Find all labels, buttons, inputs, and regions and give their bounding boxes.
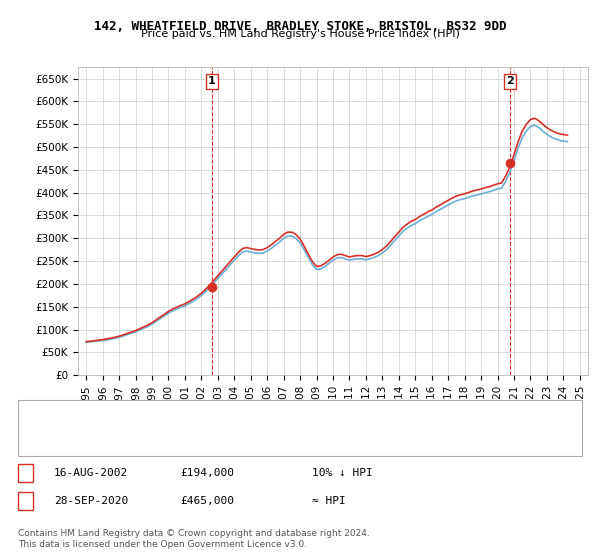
Text: HPI: Average price, detached house, South Gloucestershire: HPI: Average price, detached house, Sout… xyxy=(66,437,401,447)
Text: £194,000: £194,000 xyxy=(180,468,234,478)
Text: Contains HM Land Registry data © Crown copyright and database right 2024.
This d: Contains HM Land Registry data © Crown c… xyxy=(18,529,370,549)
Text: £465,000: £465,000 xyxy=(180,496,234,506)
Text: 16-AUG-2002: 16-AUG-2002 xyxy=(54,468,128,478)
Text: 2: 2 xyxy=(506,76,514,86)
Text: 10% ↓ HPI: 10% ↓ HPI xyxy=(312,468,373,478)
Text: Price paid vs. HM Land Registry's House Price Index (HPI): Price paid vs. HM Land Registry's House … xyxy=(140,29,460,39)
Text: 1: 1 xyxy=(208,76,215,86)
Text: 2: 2 xyxy=(22,496,29,506)
Text: ≈ HPI: ≈ HPI xyxy=(312,496,346,506)
Text: 1: 1 xyxy=(22,468,29,478)
Text: 142, WHEATFIELD DRIVE, BRADLEY STOKE, BRISTOL, BS32 9DD: 142, WHEATFIELD DRIVE, BRADLEY STOKE, BR… xyxy=(94,20,506,32)
Text: 142, WHEATFIELD DRIVE, BRADLEY STOKE, BRISTOL, BS32 9DD (detached house): 142, WHEATFIELD DRIVE, BRADLEY STOKE, BR… xyxy=(66,412,489,422)
Text: 28-SEP-2020: 28-SEP-2020 xyxy=(54,496,128,506)
